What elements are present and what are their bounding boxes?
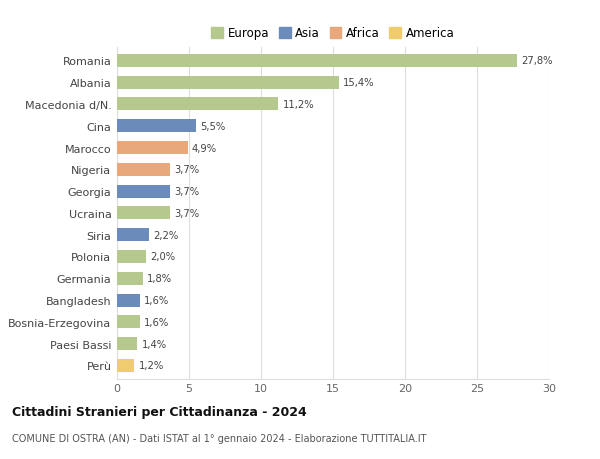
Text: 1,4%: 1,4%	[142, 339, 167, 349]
Bar	[117, 359, 134, 372]
Text: 15,4%: 15,4%	[343, 78, 374, 88]
Text: 2,2%: 2,2%	[153, 230, 178, 240]
Text: 1,2%: 1,2%	[139, 361, 164, 370]
Bar	[117, 55, 517, 68]
Text: 27,8%: 27,8%	[521, 56, 553, 66]
Legend: Europa, Asia, Africa, America: Europa, Asia, Africa, America	[206, 22, 460, 45]
Bar	[117, 229, 149, 242]
Text: 3,7%: 3,7%	[175, 187, 200, 197]
Bar	[117, 251, 146, 263]
Bar	[117, 120, 196, 133]
Text: 3,7%: 3,7%	[175, 165, 200, 175]
Text: 1,6%: 1,6%	[145, 296, 170, 305]
Bar	[117, 337, 137, 350]
Text: 3,7%: 3,7%	[175, 208, 200, 218]
Bar	[117, 98, 278, 111]
Bar	[117, 316, 140, 329]
Bar	[117, 185, 170, 198]
Bar	[117, 163, 170, 176]
Text: 1,8%: 1,8%	[147, 274, 172, 284]
Bar	[117, 77, 339, 90]
Bar	[117, 207, 170, 220]
Text: 2,0%: 2,0%	[150, 252, 175, 262]
Bar	[117, 142, 188, 155]
Text: COMUNE DI OSTRA (AN) - Dati ISTAT al 1° gennaio 2024 - Elaborazione TUTTITALIA.I: COMUNE DI OSTRA (AN) - Dati ISTAT al 1° …	[12, 433, 427, 442]
Bar	[117, 272, 143, 285]
Bar	[117, 294, 140, 307]
Text: 5,5%: 5,5%	[200, 122, 226, 131]
Text: 4,9%: 4,9%	[192, 143, 217, 153]
Text: 11,2%: 11,2%	[283, 100, 314, 110]
Text: 1,6%: 1,6%	[145, 317, 170, 327]
Text: Cittadini Stranieri per Cittadinanza - 2024: Cittadini Stranieri per Cittadinanza - 2…	[12, 405, 307, 419]
